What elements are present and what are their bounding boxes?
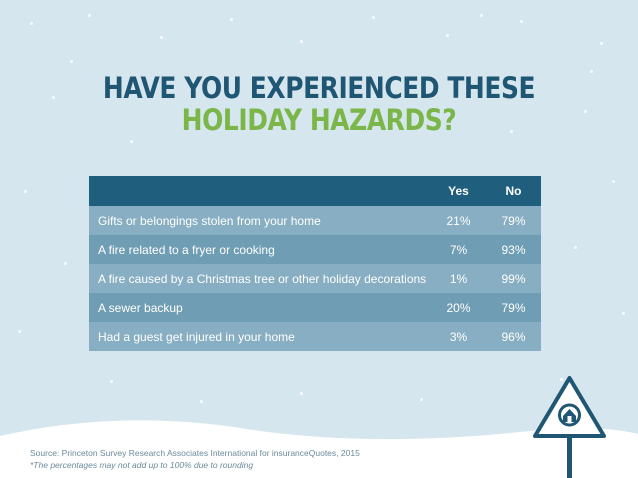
infographic-title: HAVE YOU EXPERIENCED THESE HOLIDAY HAZAR… (0, 72, 638, 137)
yes-value: 3% (431, 322, 486, 351)
table-row: A fire related to a fryer or cooking 7% 93… (89, 235, 541, 264)
row-label: A fire caused by a Christmas tree or oth… (89, 264, 431, 293)
no-value: 93% (486, 235, 541, 264)
snow-dot (480, 14, 483, 17)
snow-dot (70, 60, 73, 63)
snow-dot (510, 130, 513, 133)
hazards-table: Yes No Gifts or belongings stolen from y… (89, 176, 541, 351)
snow-dot (300, 392, 303, 395)
snow-dot (160, 36, 163, 39)
row-label: A sewer backup (89, 293, 431, 322)
snow-dot (590, 70, 593, 73)
yes-value: 7% (431, 235, 486, 264)
snow-dot (130, 140, 133, 143)
source-text: Source: Princeton Survey Research Associ… (30, 448, 360, 458)
snow-dot (584, 110, 587, 113)
table-row: Gifts or belongings stolen from your hom… (89, 206, 541, 235)
header-no: No (486, 176, 541, 206)
snow-dot (622, 312, 625, 315)
no-value: 79% (486, 206, 541, 235)
no-value: 79% (486, 293, 541, 322)
table-header-row: Yes No (89, 176, 541, 206)
row-label: Gifts or belongings stolen from your hom… (89, 206, 431, 235)
snow-dot (300, 40, 303, 43)
yes-value: 20% (431, 293, 486, 322)
snow-dot (600, 42, 603, 45)
header-yes: Yes (431, 176, 486, 206)
snow-dot (612, 180, 615, 183)
yes-value: 1% (431, 264, 486, 293)
title-line-2: HOLIDAY HAZARDS? (181, 103, 457, 138)
table-row: A sewer backup 20% 79% (89, 293, 541, 322)
snow-ground (0, 420, 638, 478)
snow-dot (520, 20, 523, 23)
title-line-1: HAVE YOU EXPERIENCED THESE (102, 71, 536, 105)
snow-dot (110, 380, 113, 383)
snow-dot (420, 398, 423, 401)
row-label: Had a guest get injured in your home (89, 322, 431, 351)
snow-dot (560, 378, 563, 381)
snow-dot (52, 96, 55, 99)
snow-dot (230, 18, 233, 21)
snow-dot (18, 330, 21, 333)
no-value: 99% (486, 264, 541, 293)
table-row: Had a guest get injured in your home 3% 96… (89, 322, 541, 351)
snow-dot (30, 22, 33, 25)
row-label: A fire related to a fryer or cooking (89, 235, 431, 264)
snow-dot (88, 14, 91, 17)
header-label-cell (89, 176, 431, 206)
warning-sign-icon (533, 376, 606, 478)
no-value: 96% (486, 322, 541, 351)
snow-dot (24, 190, 27, 193)
snow-dot (372, 16, 375, 19)
yes-value: 21% (431, 206, 486, 235)
snow-dot (64, 262, 67, 265)
table-row: A fire caused by a Christmas tree or oth… (89, 264, 541, 293)
snow-dot (200, 400, 203, 403)
snow-dot (446, 34, 449, 37)
snow-dot (574, 246, 577, 249)
rounding-note: *The percentages may not add up to 100% … (30, 460, 254, 470)
